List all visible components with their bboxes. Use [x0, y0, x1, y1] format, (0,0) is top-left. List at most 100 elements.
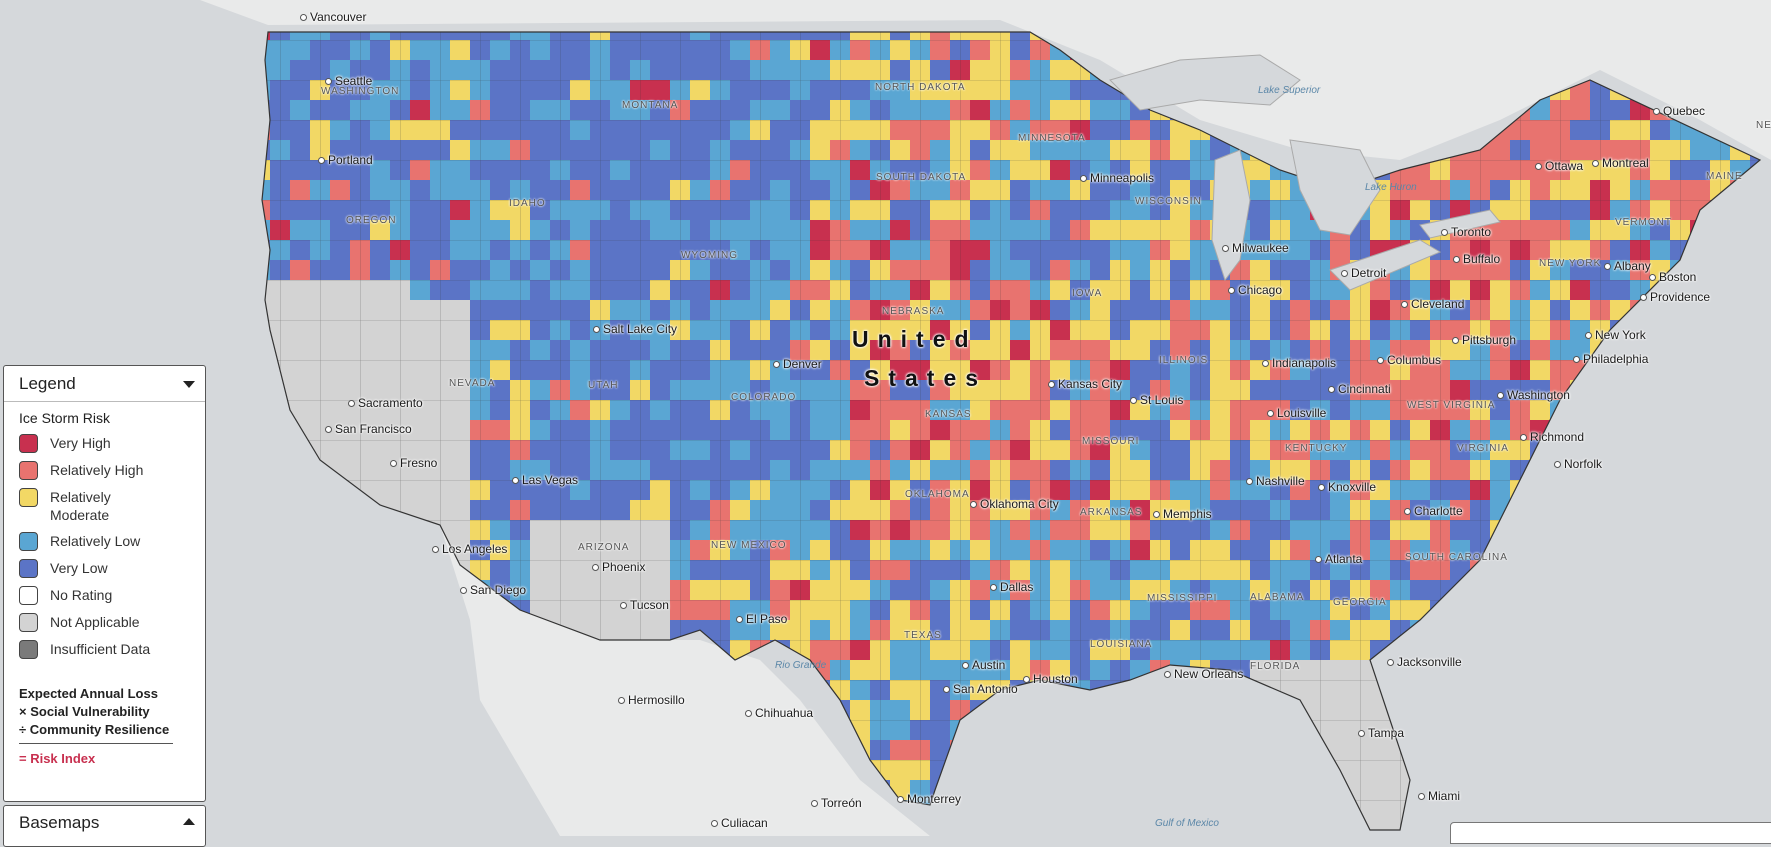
state-label-mississippi: MISSISSIPPI — [1147, 593, 1217, 604]
city-dot-icon — [1535, 163, 1542, 171]
city-label-culiacan: Culiacan — [711, 816, 768, 830]
basemaps-header[interactable]: Basemaps — [4, 806, 205, 840]
city-dot-icon — [1592, 160, 1599, 168]
city-label-washington-text: Washington — [1507, 388, 1570, 402]
state-label-arkansas: ARKANSAS — [1080, 507, 1142, 518]
city-label-torreon: Torreón — [811, 796, 862, 810]
city-label-miami-text: Miami — [1428, 789, 1460, 803]
city-dot-icon — [1554, 461, 1561, 469]
city-dot-icon — [1649, 274, 1656, 282]
state-label-louisiana: LOUISIANA — [1090, 639, 1152, 650]
city-dot-icon — [1585, 332, 1592, 340]
city-dot-icon — [1497, 392, 1504, 400]
city-dot-icon — [736, 616, 743, 624]
city-dot-icon — [618, 697, 625, 705]
legend-label: Relatively Moderate — [50, 489, 111, 523]
legend-title: Ice Storm Risk — [19, 410, 111, 426]
state-label-utah-text: UTAH — [588, 380, 619, 391]
city-dot-icon — [745, 710, 752, 718]
city-label-richmond: Richmond — [1520, 430, 1584, 444]
city-label-denver: Denver — [773, 357, 822, 371]
city-label-boston-text: Boston — [1659, 270, 1697, 284]
city-label-phoenix: Phoenix — [592, 560, 645, 574]
state-label-virginia: VIRGINIA — [1457, 443, 1509, 454]
city-label-nashville: Nashville — [1246, 474, 1305, 488]
state-label-illinois-text: ILLINOIS — [1159, 355, 1209, 366]
city-label-culiacan-text: Culiacan — [721, 816, 768, 830]
city-label-vancouver-text: Vancouver — [310, 10, 367, 24]
formula-line-sv: × Social Vulnerability — [19, 704, 150, 719]
city-dot-icon — [620, 602, 627, 610]
water-label-rio-grande-text: Rio Grande — [775, 660, 827, 671]
city-label-chihuahua: Chihuahua — [745, 706, 813, 720]
city-label-kansas-city: Kansas City — [1048, 377, 1122, 391]
city-label-san-diego: San Diego — [460, 583, 526, 597]
city-label-minneapolis: Minneapolis — [1080, 171, 1154, 185]
state-label-new-brunswick: NEW BRU — [1756, 120, 1771, 131]
city-label-toronto: Toronto — [1441, 225, 1491, 239]
city-label-austin: Austin — [962, 658, 1005, 672]
city-label-jacksonville: Jacksonville — [1387, 655, 1462, 669]
city-label-monterrey-text: Monterrey — [907, 792, 962, 806]
city-label-seattle-text: Seattle — [335, 74, 373, 88]
city-label-fresno-text: Fresno — [400, 456, 438, 470]
city-dot-icon — [1267, 410, 1274, 418]
chevron-down-icon[interactable] — [183, 381, 195, 388]
state-label-nebraska-text: NEBRASKA — [882, 306, 945, 317]
country-label-line: United — [852, 326, 978, 352]
city-label-toronto-text: Toronto — [1451, 225, 1492, 239]
legend-header-label: Legend — [19, 373, 76, 393]
city-dot-icon — [1604, 263, 1611, 271]
lake-huron-shape — [1289, 139, 1381, 236]
legend-body: Ice Storm Risk Very High Relatively High R… — [4, 402, 205, 768]
city-label-cincinnati: Cincinnati — [1328, 382, 1391, 396]
water-label-gulf-of-mexico-text: Gulf of Mexico — [1155, 818, 1219, 829]
state-label-montana-text: MONTANA — [622, 100, 679, 111]
state-label-maine-text: MAINE — [1706, 171, 1743, 182]
state-label-new-mexico-text: NEW MEXICO — [711, 540, 787, 551]
city-label-montreal: Montreal — [1592, 156, 1649, 170]
city-label-sacramento: Sacramento — [348, 396, 423, 410]
city-label-jacksonville-text: Jacksonville — [1397, 655, 1462, 669]
city-dot-icon — [711, 820, 718, 828]
state-label-kansas-text: KANSAS — [925, 409, 972, 420]
state-label-south-carolina-text: SOUTH CAROLINA — [1405, 552, 1508, 563]
state-label-south-dakota: SOUTH DAKOTA — [876, 172, 966, 183]
city-label-philadelphia: Philadelphia — [1573, 352, 1648, 366]
legend-swatch — [19, 640, 38, 659]
state-label-maine: MAINE — [1706, 171, 1743, 182]
chevron-up-icon[interactable] — [183, 818, 195, 825]
legend-swatch — [19, 488, 38, 507]
city-label-portland: Portland — [318, 153, 373, 167]
state-label-georgia: GEORGIA — [1333, 597, 1387, 608]
city-dot-icon — [970, 501, 977, 509]
city-dot-icon — [390, 460, 397, 468]
city-label-tampa: Tampa — [1358, 726, 1404, 740]
state-label-new-york-state: NEW YORK — [1539, 258, 1601, 269]
legend-label: No Rating — [50, 587, 113, 603]
city-label-chihuahua-text: Chihuahua — [755, 706, 814, 720]
legend-swatch — [19, 434, 38, 453]
state-label-iowa: IOWA — [1072, 288, 1102, 299]
city-dot-icon — [592, 564, 599, 572]
city-dot-icon — [1228, 287, 1235, 295]
basemaps-panel[interactable]: Basemaps — [3, 805, 206, 847]
city-dot-icon — [897, 796, 904, 804]
city-label-boston: Boston — [1649, 270, 1696, 284]
city-label-oklahoma-city: Oklahoma City — [970, 497, 1059, 511]
bottom-right-panel[interactable] — [1450, 822, 1771, 844]
city-label-quebec: Quebec — [1653, 104, 1705, 118]
state-label-vermont-text: VERMONT — [1615, 217, 1672, 228]
city-label-las-vegas-text: Las Vegas — [522, 473, 579, 487]
water-label-lake-superior-text: Lake Superior — [1258, 85, 1321, 96]
state-label-idaho-text: IDAHO — [509, 198, 546, 209]
legend-swatch — [19, 559, 38, 578]
city-dot-icon — [1328, 386, 1335, 394]
legend-header[interactable]: Legend — [4, 366, 205, 402]
city-label-cleveland-text: Cleveland — [1411, 297, 1465, 311]
city-label-el-paso-text: El Paso — [746, 612, 788, 626]
city-label-ottawa: Ottawa — [1535, 159, 1583, 173]
state-label-missouri-text: MISSOURI — [1082, 436, 1140, 447]
state-label-west-virginia: WEST VIRGINIA — [1407, 400, 1495, 411]
